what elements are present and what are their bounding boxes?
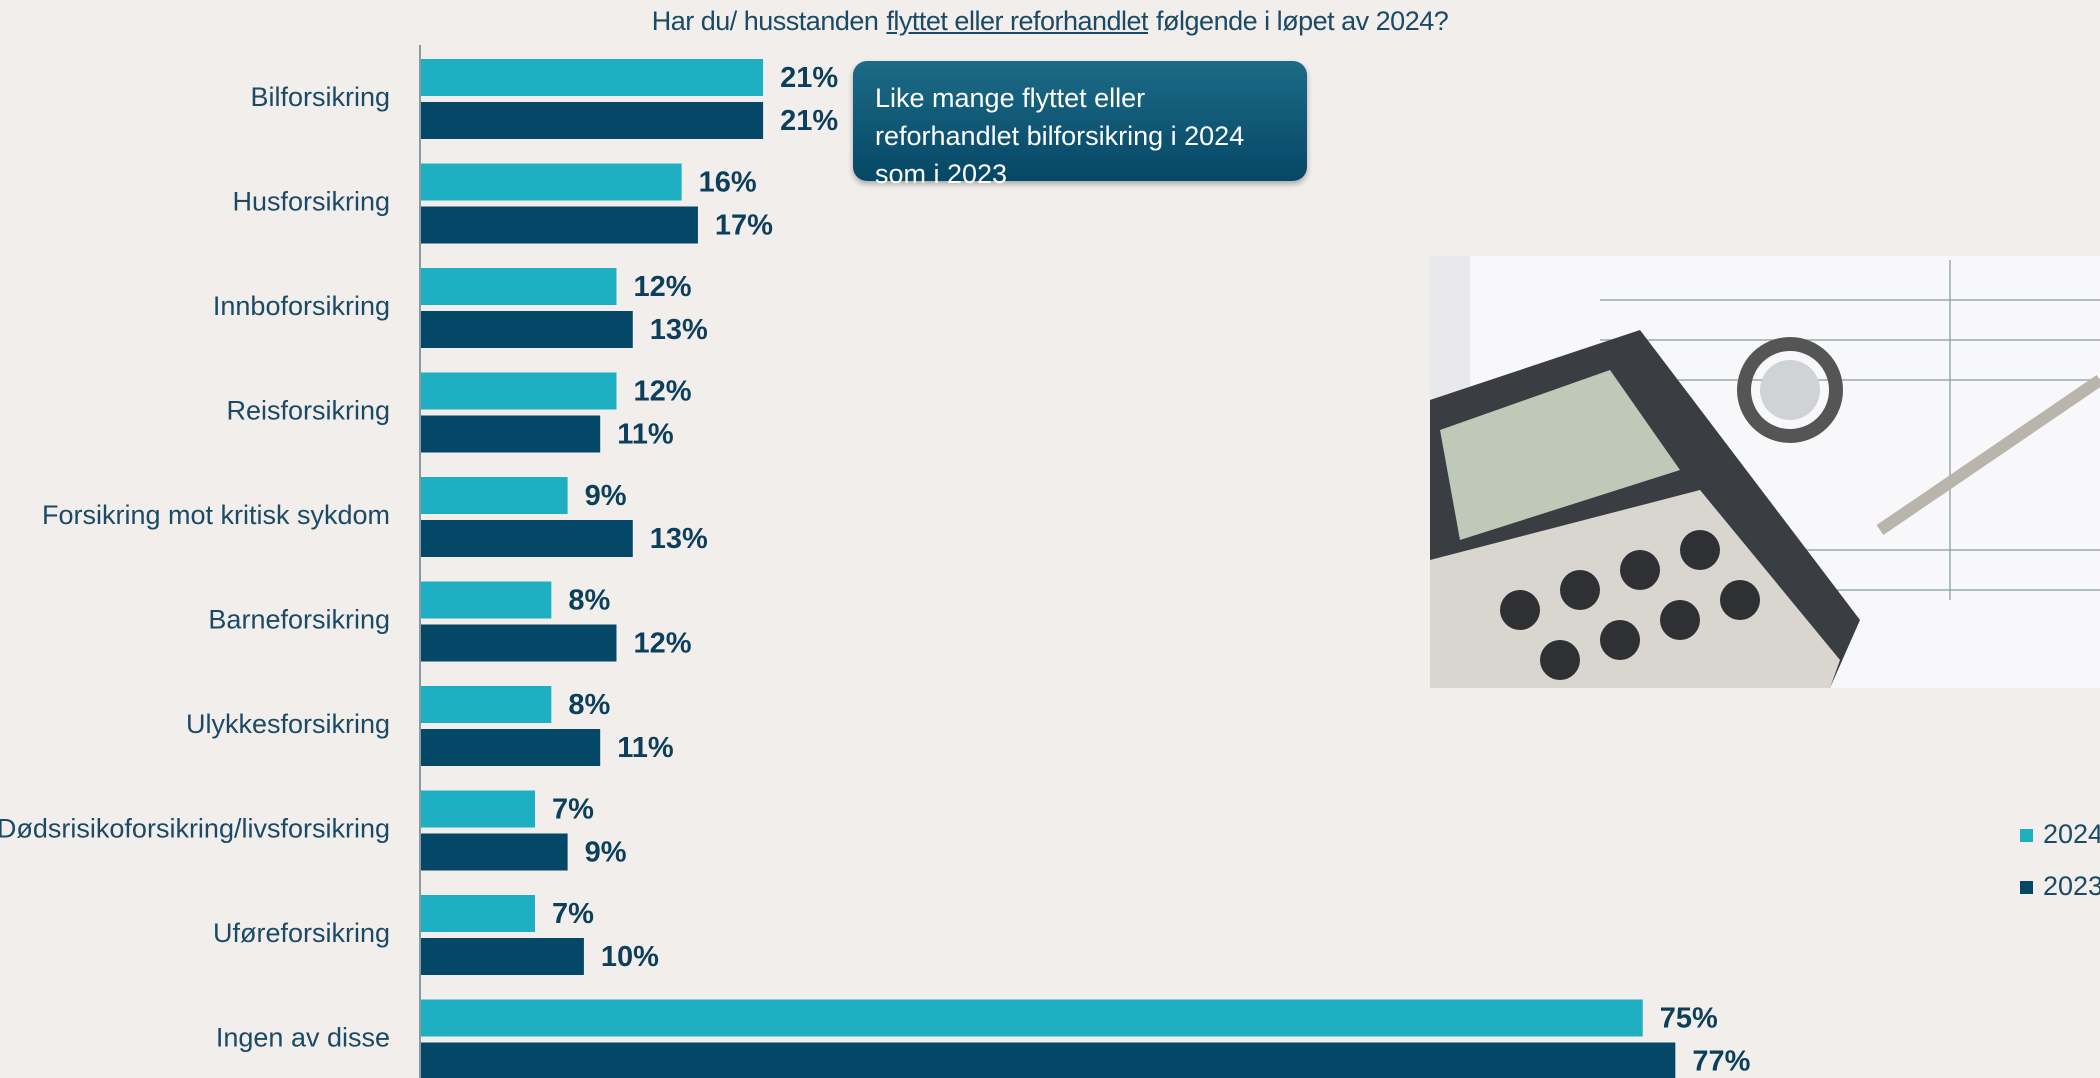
value-label: 11% xyxy=(617,419,674,451)
bar xyxy=(421,206,698,244)
value-label: 75% xyxy=(1660,1003,1718,1035)
value-label: 21% xyxy=(780,62,838,94)
value-label: 77% xyxy=(1692,1046,1750,1078)
bar xyxy=(421,415,601,453)
value-label: 10% xyxy=(601,941,659,973)
y-tick-label: Dødsrisikoforsikring/livsforsikring xyxy=(0,814,390,844)
legend-label: 2023 xyxy=(2043,871,2100,901)
y-tick-label: Ulykkesforsikring xyxy=(186,709,390,739)
bar xyxy=(421,729,601,766)
bar xyxy=(421,59,764,96)
value-label: 21% xyxy=(780,105,838,137)
y-tick-label: Reisforsikring xyxy=(226,396,390,426)
value-label: 13% xyxy=(650,314,708,346)
legend-swatch xyxy=(2020,829,2033,842)
value-label: 12% xyxy=(633,628,691,660)
annotation: Like mange flyttet eller reforhandlet bi… xyxy=(853,61,1307,189)
value-label: 11% xyxy=(617,732,674,764)
bar xyxy=(421,790,536,828)
value-label: 17% xyxy=(715,210,773,242)
y-tick-label: Barneforsikring xyxy=(208,605,390,635)
value-label: 16% xyxy=(699,167,757,199)
bar xyxy=(421,102,764,139)
value-label: 9% xyxy=(585,480,627,512)
value-label: 9% xyxy=(585,837,627,869)
bar xyxy=(421,477,568,514)
bar xyxy=(421,895,536,932)
y-tick-label: Husforsikring xyxy=(232,187,390,217)
photo xyxy=(1430,256,2100,688)
title-part: følgende i løpet av 2024? xyxy=(1156,6,1449,36)
y-tick-label: Forsikring mot kritisk sykdom xyxy=(42,500,390,530)
y-tick-label: Bilforsikring xyxy=(250,82,390,112)
bar xyxy=(421,624,617,662)
value-label: 8% xyxy=(568,689,610,721)
title-part: Har du/ husstanden xyxy=(651,6,879,36)
value-label: 7% xyxy=(552,898,594,930)
bar xyxy=(421,686,552,723)
bar xyxy=(421,833,568,871)
bar xyxy=(421,311,633,348)
bar xyxy=(421,581,552,619)
value-label: 13% xyxy=(650,523,708,555)
chart-title: Har du/ husstanden flyttet eller reforhan… xyxy=(0,6,2100,37)
bar xyxy=(421,520,633,557)
legend-swatch xyxy=(2020,881,2033,894)
value-label: 8% xyxy=(568,585,610,617)
y-tick-label: Innboforsikring xyxy=(213,291,390,321)
legend-label: 2024 xyxy=(2043,819,2100,849)
value-label: 12% xyxy=(633,271,691,303)
bar xyxy=(421,268,617,305)
bar xyxy=(421,163,682,201)
value-label: 7% xyxy=(552,794,594,826)
bar xyxy=(421,1042,1676,1078)
y-tick-label: Ingen av disse xyxy=(216,1023,390,1053)
value-label: 12% xyxy=(633,376,691,408)
title-part: flyttet eller reforhandlet xyxy=(886,6,1149,36)
bar xyxy=(421,938,584,975)
y-tick-label: Uføreforsikring xyxy=(213,918,390,948)
bar xyxy=(421,999,1643,1037)
bar xyxy=(421,372,617,410)
